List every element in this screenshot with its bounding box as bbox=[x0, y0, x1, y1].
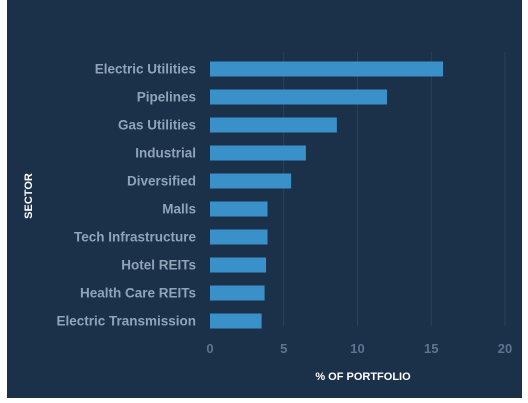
category-label: Electric Transmission bbox=[56, 314, 196, 329]
bar bbox=[210, 313, 262, 329]
bars bbox=[210, 61, 444, 329]
x-tick-label: 15 bbox=[424, 341, 438, 356]
category-label: Diversified bbox=[127, 174, 196, 189]
category-label: Hotel REITs bbox=[121, 258, 196, 273]
category-label: Electric Utilities bbox=[95, 62, 196, 77]
bar bbox=[210, 257, 267, 273]
bar bbox=[210, 173, 292, 189]
x-axis-title: % OF PORTFOLIO bbox=[315, 371, 411, 383]
x-tick-label: 0 bbox=[206, 341, 213, 356]
y-axis-title: SECTOR bbox=[23, 173, 35, 219]
category-label: Pipelines bbox=[137, 90, 196, 105]
bar bbox=[210, 89, 387, 105]
bar bbox=[210, 145, 306, 161]
chart-panel: Electric Utilities Pipelines Gas Utilities… bbox=[7, 0, 522, 398]
x-tick-labels: 0 5 10 15 20 bbox=[206, 341, 512, 356]
category-label: Tech Infrastructure bbox=[74, 230, 197, 245]
category-label: Health Care REITs bbox=[80, 286, 196, 301]
bar bbox=[210, 61, 444, 77]
bar bbox=[210, 229, 268, 245]
bar bbox=[210, 285, 265, 301]
x-tick-label: 5 bbox=[280, 341, 287, 356]
x-tick-label: 20 bbox=[498, 341, 512, 356]
bar bbox=[210, 201, 268, 217]
category-label: Gas Utilities bbox=[118, 118, 196, 133]
category-label: Malls bbox=[162, 202, 196, 217]
bar-chart: Electric Utilities Pipelines Gas Utilities… bbox=[23, 52, 512, 383]
category-labels: Electric Utilities Pipelines Gas Utilities… bbox=[56, 62, 196, 329]
category-label: Industrial bbox=[135, 146, 196, 161]
x-tick-label: 10 bbox=[350, 341, 364, 356]
bar bbox=[210, 117, 337, 133]
